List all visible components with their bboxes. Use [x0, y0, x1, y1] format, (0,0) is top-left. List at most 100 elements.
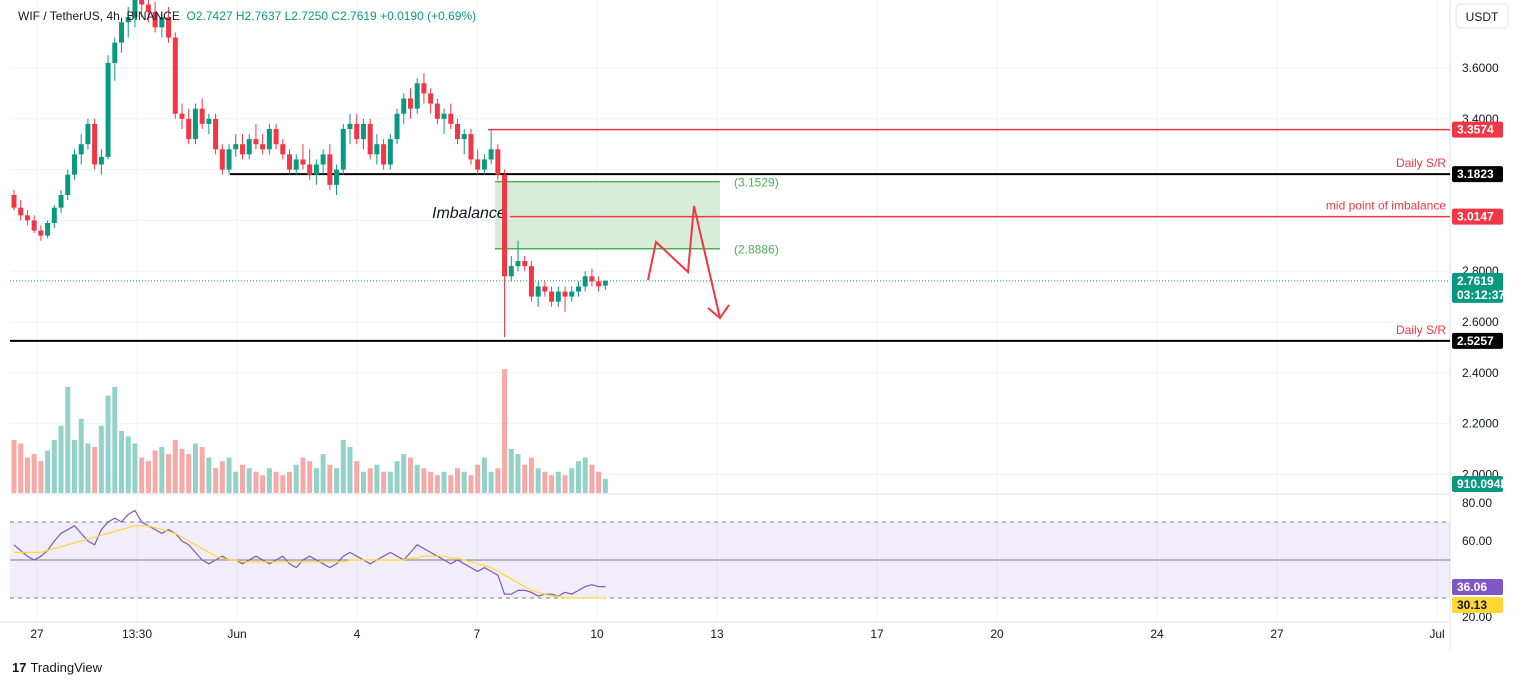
last-price-tag-text: 2.7619 [1457, 274, 1494, 288]
candle-body [280, 144, 286, 155]
candle-body [313, 164, 319, 175]
volume-bar [528, 457, 534, 493]
candle-body [172, 37, 178, 114]
imbalance-zone: (3.1529) (2.8886) Imbalance [432, 176, 779, 257]
volume-bar [307, 461, 313, 493]
volume-bar [199, 446, 205, 493]
time-tick-label: 13:30 [122, 627, 152, 641]
volume-bar [85, 443, 91, 493]
candle-body [528, 266, 534, 297]
volume-bar [192, 443, 198, 493]
volume-bar [421, 468, 427, 493]
candle-body [320, 154, 326, 165]
volume-bar [562, 475, 568, 493]
volume-bar [381, 471, 387, 493]
candle-body [139, 0, 145, 5]
volume-bar [159, 446, 165, 493]
volume-bar [125, 436, 131, 493]
level-tag [1452, 208, 1503, 225]
volume-bar [253, 471, 259, 493]
volume-bar [394, 461, 400, 493]
candle-body [575, 286, 581, 292]
level-tag-text: 3.0147 [1457, 210, 1494, 224]
candle-body [475, 159, 481, 170]
volume-bar [71, 439, 77, 493]
candle-body [51, 207, 57, 223]
candle-body [233, 144, 239, 150]
candle-body [199, 108, 205, 124]
time-tick-label: 27 [1270, 627, 1284, 641]
volume-bar [340, 439, 346, 493]
volume-bar [508, 448, 514, 493]
volume-bar [589, 464, 595, 493]
candle-body [179, 113, 185, 119]
candle-body [374, 144, 380, 155]
price-tick-label: 2.6000 [1462, 315, 1499, 329]
time-tick-label: 13 [710, 627, 724, 641]
candle-body [421, 83, 427, 94]
rsi-ma-tag-text: 30.13 [1457, 598, 1487, 612]
volume-bar [213, 468, 219, 493]
candle-body [602, 280, 608, 286]
volume-bar [260, 475, 266, 493]
candle-body [159, 17, 165, 28]
volume-bar [461, 471, 467, 493]
candle-body [11, 195, 17, 208]
symbol-title: WIF / TetherUS, 4h, BINANCE [18, 9, 180, 23]
rsi-tick-label: 20.00 [1462, 610, 1492, 624]
volume-bar [206, 457, 212, 493]
volume-bar [387, 471, 393, 493]
rsi-tick-label: 60.00 [1462, 534, 1492, 548]
volume-bar [266, 468, 272, 493]
volume-bar [448, 475, 454, 493]
tradingview-logo[interactable]: 17 TradingView [12, 660, 102, 675]
volume-bar [569, 468, 575, 493]
candle-body [273, 128, 279, 145]
open-value: O2.7427 [186, 9, 233, 23]
volume-bar [367, 468, 373, 493]
candle-body [360, 123, 366, 140]
volume-bar [31, 454, 37, 493]
rsi-pane [10, 509, 1450, 599]
candle-body [334, 169, 340, 185]
candle-body [119, 22, 125, 43]
volume-bar [179, 448, 185, 493]
price-tick-label: 2.2000 [1462, 417, 1499, 431]
volume-bar [119, 431, 125, 493]
currency-button[interactable] [1455, 3, 1509, 29]
candle-body [381, 144, 387, 165]
candle-body [260, 144, 266, 150]
volume-bar [320, 454, 326, 493]
candle-body [401, 98, 407, 114]
volume-bar [98, 425, 104, 493]
level-tag [1452, 166, 1503, 183]
level-tag [1452, 121, 1503, 138]
volume-tag-text: 910.094K [1457, 477, 1509, 491]
symbol-header: WIF / TetherUS, 4h, BINANCE O2.7427 H2.7… [18, 9, 476, 23]
projection-arrowhead [707, 304, 730, 320]
candle-body [495, 149, 501, 175]
volume-bar [239, 464, 245, 493]
volume-bar [273, 471, 279, 493]
volume-bar [226, 457, 232, 493]
time-tick-label: 24 [1150, 627, 1164, 641]
level-tag [1452, 332, 1503, 349]
volume-tag [1452, 476, 1503, 492]
candle-body [145, 4, 151, 13]
candle-body [542, 286, 548, 292]
volume-bar [51, 439, 57, 493]
time-tick-label: 17 [870, 627, 884, 641]
candle-body [327, 154, 333, 185]
level-label: mid point of imbalance [1326, 199, 1446, 213]
candle-body [45, 222, 51, 236]
candle-body [38, 230, 44, 236]
candle-body [213, 118, 219, 150]
candle-body [293, 159, 299, 170]
brand-name: TradingView [30, 660, 103, 675]
volume-bar [92, 446, 98, 493]
candle-body [287, 154, 293, 170]
volume-bar [313, 468, 319, 493]
candle-body [347, 123, 353, 129]
volume-bar [354, 461, 360, 493]
